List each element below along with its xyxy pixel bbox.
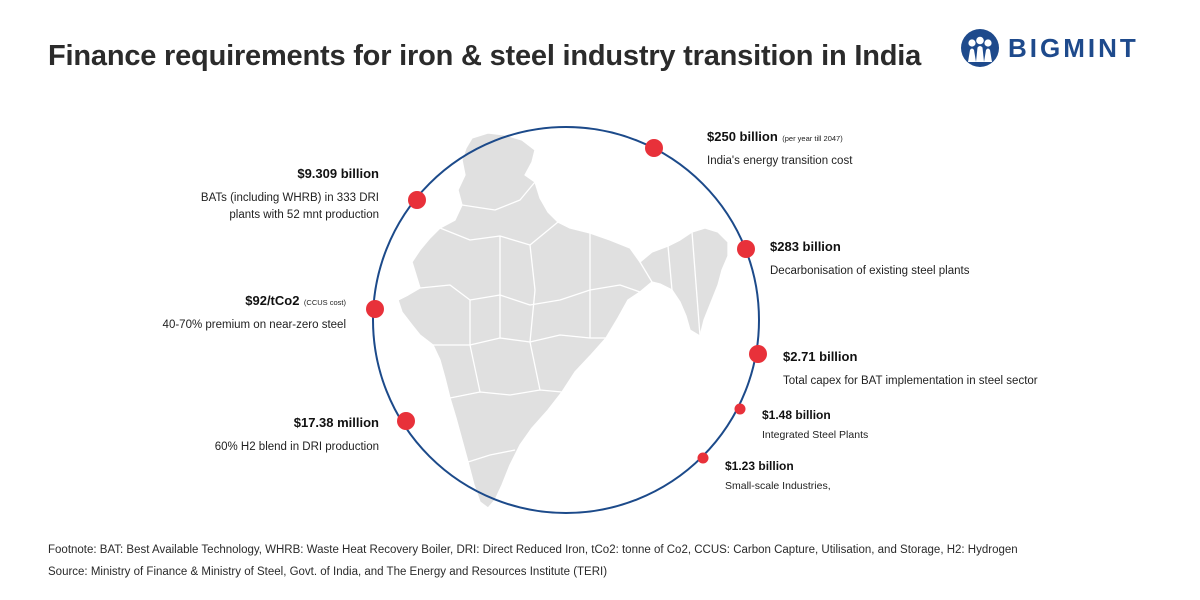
marker-integrated-steel [734,403,746,415]
item-integrated-steel: $1.48 billion Integrated Steel Plants [762,405,868,442]
item-desc: Small-scale Industries, [725,480,831,492]
item-desc: Integrated Steel Plants [762,429,869,441]
item-amount: $283 billion [770,239,841,254]
item-desc: 60% H2 blend in DRI production [214,441,379,453]
item-desc: India's energy transition cost [707,155,853,167]
brand-logo: BIGMINT [960,26,1139,70]
footnote: Footnote: BAT: Best Available Technology… [48,544,1018,556]
bigmint-logo-icon [961,29,999,67]
page-title: Finance requirements for iron & steel in… [48,40,922,72]
item-note: (per year till 2047) [782,134,843,143]
item-amount: $9.309 billion [297,166,379,181]
item-bat-capex: $2.71 billion Total capex for BAT implem… [783,347,1038,388]
item-h2-blend: $17.38 million 60% H2 blend in DRI produ… [215,413,379,454]
source-note: Source: Ministry of Finance & Ministry o… [48,566,608,578]
logo-text: BIGMINT [1008,32,1139,63]
item-desc-line2: plants with 52 mnt production [229,209,379,222]
item-amount: $2.71 billion [783,349,858,364]
item-bats-dri: $9.309 billion BATs (including WHRB) in … [201,164,379,223]
marker-h2-blend [397,412,415,430]
item-amount: $1.23 billion [725,459,794,473]
india-map [397,132,729,509]
item-amount: $17.38 million [293,415,379,430]
marker-small-scale [697,452,709,464]
item-desc: Total capex for BAT implementation in st… [783,375,1038,387]
item-desc: 40-70% premium on near-zero steel [162,319,346,331]
item-energy-transition: $250 billion (per year till 2047) India'… [707,127,852,168]
item-amount: $92/tCo2 [245,293,300,308]
item-small-scale: $1.23 billion Small-scale Industries, [725,456,831,493]
item-decarbonisation: $283 billion Decarbonisation of existing… [770,237,969,278]
marker-energy-transition [645,139,663,157]
ring [372,126,760,514]
item-amount: $250 billion [707,129,778,144]
marker-bats-dri [408,191,426,209]
item-desc: Decarbonisation of existing steel plants [770,265,970,277]
marker-bat-capex [749,345,767,363]
item-note: (CCUS cost) [303,298,346,307]
marker-ccus [366,300,384,318]
item-desc-line1: BATs (including WHRB) in 333 DRI [200,192,379,204]
marker-decarbonisation [737,240,755,258]
item-ccus: $92/tCo2 (CCUS cost) 40-70% premium on n… [163,291,346,332]
item-amount: $1.48 billion [762,408,831,422]
